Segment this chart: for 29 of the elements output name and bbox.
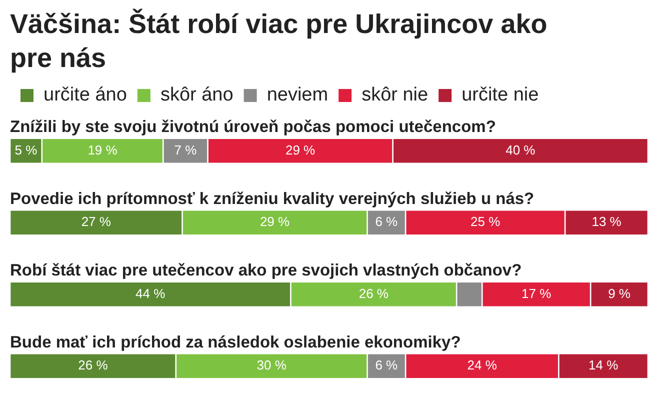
data-label: 24 % xyxy=(467,357,498,372)
data-label: 29 % xyxy=(285,142,316,157)
chart-title: Väčšina: Štát robí viac pre Ukrajincov ako pre nás xyxy=(10,8,548,75)
data-label: 17 % xyxy=(522,285,552,300)
data-label: 6 % xyxy=(375,357,398,372)
legend-label: určite áno xyxy=(44,84,127,106)
data-label: 6 % xyxy=(375,214,398,229)
data-label: 5 % xyxy=(14,142,38,157)
data-label: 30 % xyxy=(256,357,287,372)
data-label: 26 % xyxy=(78,357,108,372)
legend-label: určite nie xyxy=(462,84,539,106)
data-label: 29 % xyxy=(260,214,290,229)
y-tick-label: Bude mať ich príchod za následok oslabenie ekonomiky? xyxy=(10,332,461,351)
data-label: 19 % xyxy=(88,142,118,157)
data-label: 13 % xyxy=(592,214,622,229)
legend-label: skôr áno xyxy=(160,84,234,106)
legend-label: skôr nie xyxy=(362,84,428,106)
data-label: 9 % xyxy=(608,285,631,300)
y-tick-label: Znížili by ste svoju životnú úroveň počas pomoci utečencom? xyxy=(10,118,496,136)
data-label: 14 % xyxy=(588,357,619,372)
data-label: 44 % xyxy=(136,285,166,300)
y-tick-label: Robí štát viac pre utečencov ako pre svojich vlastných občanov? xyxy=(10,261,522,280)
data-label: 7 % xyxy=(174,142,198,157)
data-label: 25 % xyxy=(470,214,501,229)
data-label: 40 % xyxy=(506,142,536,157)
legend-label: neviem xyxy=(266,84,328,106)
y-tick-label: Povedie ich prítomnosť k zníženiu kvality verejných služieb u nás? xyxy=(10,189,534,208)
data-label: 26 % xyxy=(358,285,389,300)
data-label: 27 % xyxy=(81,214,112,229)
